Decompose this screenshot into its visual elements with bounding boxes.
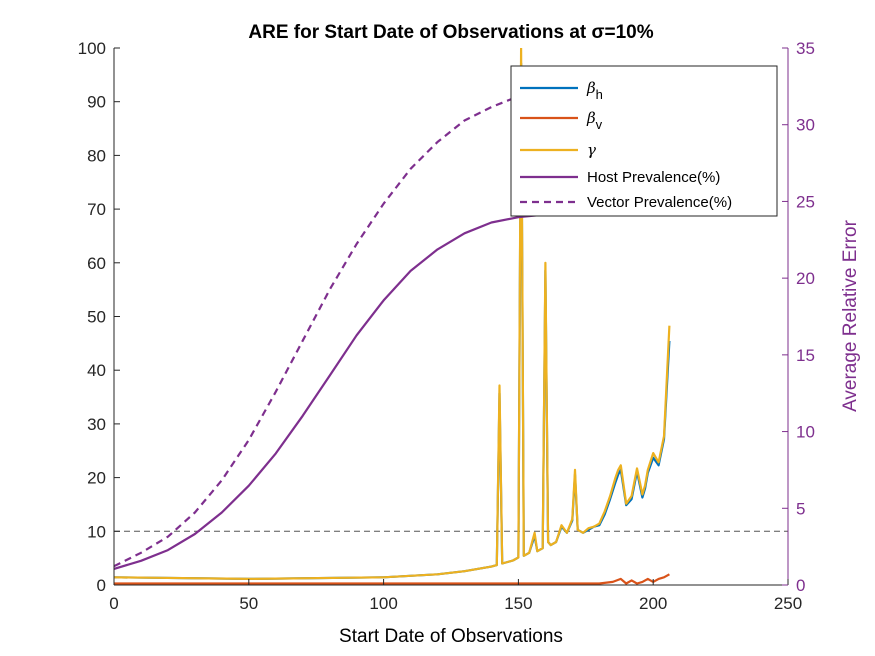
y2-tick-label: 15 xyxy=(796,346,815,365)
y2-tick-label: 5 xyxy=(796,499,805,518)
x-tick-label: 200 xyxy=(639,594,667,613)
y2-tick-label: 35 xyxy=(796,39,815,58)
y2-tick-label: 25 xyxy=(796,192,815,211)
legend-entry-1: βv xyxy=(586,109,603,132)
x-tick-label: 50 xyxy=(239,594,258,613)
series-line-2 xyxy=(114,48,671,580)
series-line-1 xyxy=(114,573,670,585)
y-tick-label: 50 xyxy=(87,308,106,327)
axis-layer: 0 50 100 150 200 2500102030405060708090100051… xyxy=(78,39,815,613)
series-line-3 xyxy=(114,213,546,570)
x-axis-label: Start Date of Observations xyxy=(339,626,563,647)
y2-tick-label: 30 xyxy=(796,116,815,135)
y2-tick-label: 0 xyxy=(796,576,805,595)
y-tick-label: 90 xyxy=(87,93,106,112)
y2-tick-label: 10 xyxy=(796,423,815,442)
y-tick-label: 0 xyxy=(97,576,106,595)
legend-entry-0: βh xyxy=(586,79,603,102)
chart-title: ARE for Start Date of Observations at σ=… xyxy=(248,22,653,43)
y2-tick-label: 20 xyxy=(796,269,815,288)
y-tick-label: 10 xyxy=(87,522,106,541)
legend-entry-3: Host Prevalence(%) xyxy=(587,169,720,186)
y-tick-label: 60 xyxy=(87,254,106,273)
legend-entry-2: γ xyxy=(587,141,596,159)
x-tick-label: 150 xyxy=(504,594,532,613)
legend: βh βv γ Host Prevalence(%) Vector Prevalence… xyxy=(510,65,778,217)
y-tick-label: 80 xyxy=(87,146,106,165)
y-tick-label: 40 xyxy=(87,361,106,380)
x-tick-label: 250 xyxy=(774,594,802,613)
x-tick-label: 100 xyxy=(369,594,397,613)
y-tick-label: 30 xyxy=(87,415,106,434)
y-tick-label: 100 xyxy=(78,39,106,58)
series-layer xyxy=(114,48,671,585)
series-line-4 xyxy=(114,95,519,568)
x-tick-label: 0 xyxy=(109,594,118,613)
y-tick-label: 70 xyxy=(87,200,106,219)
legend-box xyxy=(510,65,778,217)
y2-axis-label: Average Relative Error xyxy=(840,219,861,412)
legend-entry-4: Vector Prevalence(%) xyxy=(587,194,732,211)
y-tick-label: 20 xyxy=(87,469,106,488)
